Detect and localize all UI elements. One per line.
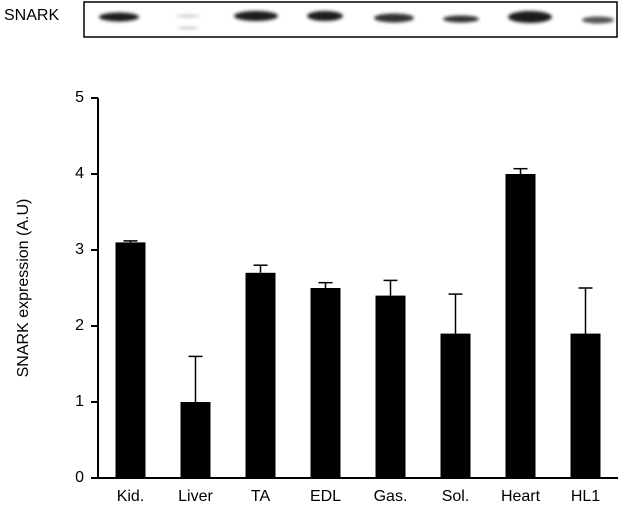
x-tick-label: Gas. xyxy=(374,488,408,505)
y-tick-label: 3 xyxy=(75,241,84,258)
y-tick-label: 0 xyxy=(75,469,84,486)
error-bar xyxy=(513,167,528,174)
error-bar xyxy=(123,240,138,243)
bar xyxy=(440,333,471,478)
x-tick-label: Kid. xyxy=(117,488,145,505)
band xyxy=(234,11,278,21)
y-tick-label: 1 xyxy=(75,393,84,410)
error-bar xyxy=(188,355,203,402)
error-bar xyxy=(578,287,593,334)
x-tick-label: TA xyxy=(251,488,271,505)
error-bar xyxy=(253,264,268,273)
bar xyxy=(310,288,341,478)
x-tick-label: Liver xyxy=(178,488,213,505)
error-bar xyxy=(448,293,463,334)
bar xyxy=(505,174,536,478)
blot xyxy=(83,1,618,38)
y-tick-label: 4 xyxy=(75,165,84,182)
error-bar xyxy=(318,281,333,288)
x-tick-label: HL1 xyxy=(571,488,600,505)
bar xyxy=(375,295,406,478)
bar xyxy=(115,242,146,478)
band xyxy=(307,11,343,21)
bar xyxy=(570,333,601,478)
x-tick-label: EDL xyxy=(310,488,341,505)
y-tick-label: 5 xyxy=(75,89,84,106)
y-axis-label: SNARK expression (A.U) xyxy=(15,199,32,378)
blot-bands xyxy=(99,11,614,30)
bar xyxy=(180,402,211,478)
x-tick-label: Sol. xyxy=(442,488,470,505)
band xyxy=(582,16,614,24)
blot-label: SNARK xyxy=(4,7,59,24)
y-tick-label: 2 xyxy=(75,317,84,334)
band xyxy=(374,13,414,23)
band xyxy=(508,11,552,23)
band xyxy=(99,12,139,22)
band xyxy=(443,15,479,23)
band xyxy=(178,26,198,30)
x-tick-label: Heart xyxy=(501,488,541,505)
bar xyxy=(245,272,276,478)
error-bar xyxy=(383,279,398,296)
band xyxy=(176,14,200,18)
